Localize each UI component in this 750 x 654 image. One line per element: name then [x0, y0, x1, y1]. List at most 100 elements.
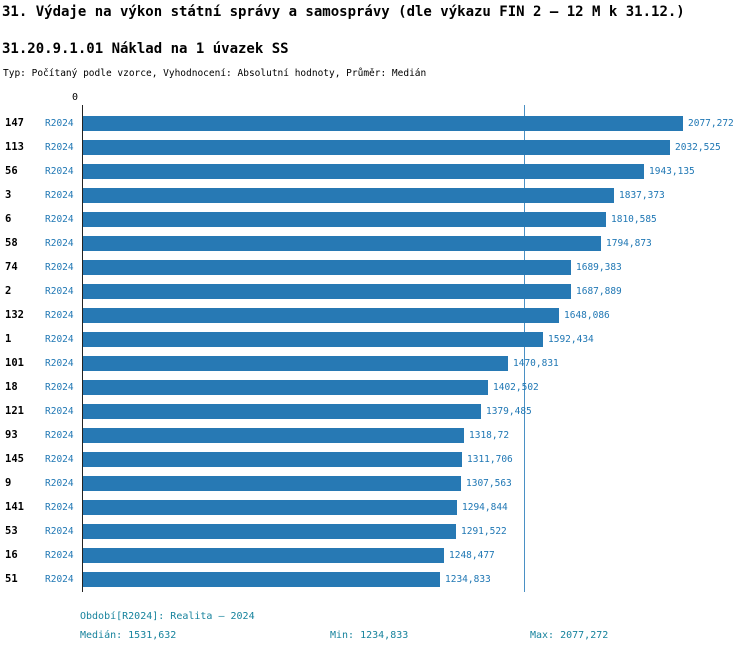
value-bar[interactable] — [83, 356, 508, 371]
bar-value-label: 1837,373 — [619, 190, 665, 201]
indicator-title: 31.20.9.1.01 Náklad na 1 úvazek SS — [2, 41, 289, 57]
value-bar[interactable] — [83, 188, 614, 203]
chart-row: 3 R2024 1837,373 — [0, 188, 750, 203]
row-number-label: 6 — [5, 213, 12, 225]
row-period-label: R2024 — [45, 118, 74, 129]
chart-row: 74 R2024 1689,383 — [0, 260, 750, 275]
bar-value-label: 1379,485 — [486, 406, 532, 417]
row-number-label: 74 — [5, 261, 18, 273]
row-period-label: R2024 — [45, 478, 74, 489]
value-bar[interactable] — [83, 572, 440, 587]
row-number-label: 93 — [5, 429, 18, 441]
row-number-label: 53 — [5, 525, 18, 537]
row-period-label: R2024 — [45, 406, 74, 417]
page-title: 31. Výdaje na výkon státní správy a samo… — [2, 4, 685, 20]
row-period-label: R2024 — [45, 574, 74, 585]
row-period-label: R2024 — [45, 166, 74, 177]
row-number-label: 9 — [5, 477, 12, 489]
value-bar[interactable] — [83, 332, 543, 347]
median-stat: Medián: 1531,632 — [80, 630, 177, 641]
row-number-label: 3 — [5, 189, 12, 201]
value-bar[interactable] — [83, 308, 559, 323]
bar-value-label: 1794,873 — [606, 238, 652, 249]
value-bar[interactable] — [83, 428, 464, 443]
chart-row: 101 R2024 1470,831 — [0, 356, 750, 371]
value-bar[interactable] — [83, 236, 601, 251]
y-axis-line — [82, 105, 83, 592]
type-line: Typ: Počítaný podle vzorce, Vyhodnocení:… — [3, 68, 427, 79]
bar-value-label: 1234,833 — [445, 574, 491, 585]
value-bar[interactable] — [83, 452, 462, 467]
bar-value-label: 2032,525 — [675, 142, 721, 153]
chart-row: 147 R2024 2077,272 — [0, 116, 750, 131]
chart-row: 113 R2024 2032,525 — [0, 140, 750, 155]
row-number-label: 113 — [5, 141, 24, 153]
value-bar[interactable] — [83, 212, 606, 227]
row-period-label: R2024 — [45, 526, 74, 537]
row-period-label: R2024 — [45, 334, 74, 345]
value-bar[interactable] — [83, 260, 571, 275]
bar-value-label: 1291,522 — [461, 526, 507, 537]
bar-value-label: 1592,434 — [548, 334, 594, 345]
row-period-label: R2024 — [45, 262, 74, 273]
row-period-label: R2024 — [45, 454, 74, 465]
bar-value-label: 1689,383 — [576, 262, 622, 273]
value-bar[interactable] — [83, 380, 488, 395]
row-period-label: R2024 — [45, 550, 74, 561]
bar-chart: 0 147 R2024 2077,272 113 R2024 2032,525 56 R202… — [0, 92, 750, 597]
row-number-label: 51 — [5, 573, 18, 585]
bar-value-label: 1687,889 — [576, 286, 622, 297]
chart-row: 53 R2024 1291,522 — [0, 524, 750, 539]
row-number-label: 121 — [5, 405, 24, 417]
bar-value-label: 1311,706 — [467, 454, 513, 465]
bar-value-label: 1810,585 — [611, 214, 657, 225]
bar-value-label: 1470,831 — [513, 358, 559, 369]
row-number-label: 56 — [5, 165, 18, 177]
chart-row: 56 R2024 1943,135 — [0, 164, 750, 179]
value-bar[interactable] — [83, 116, 683, 131]
bar-value-label: 1248,477 — [449, 550, 495, 561]
row-period-label: R2024 — [45, 190, 74, 201]
bar-value-label: 1294,844 — [462, 502, 508, 513]
chart-row: 121 R2024 1379,485 — [0, 404, 750, 419]
row-period-label: R2024 — [45, 358, 74, 369]
value-bar[interactable] — [83, 284, 571, 299]
chart-row: 9 R2024 1307,563 — [0, 476, 750, 491]
row-period-label: R2024 — [45, 310, 74, 321]
chart-row: 6 R2024 1810,585 — [0, 212, 750, 227]
chart-row: 58 R2024 1794,873 — [0, 236, 750, 251]
value-bar[interactable] — [83, 524, 456, 539]
axis-zero-label: 0 — [71, 92, 78, 103]
value-bar[interactable] — [83, 164, 644, 179]
row-number-label: 147 — [5, 117, 24, 129]
chart-row: 93 R2024 1318,72 — [0, 428, 750, 443]
row-period-label: R2024 — [45, 286, 74, 297]
value-bar[interactable] — [83, 500, 457, 515]
period-legend: Období[R2024]: Realita – 2024 — [80, 611, 255, 622]
value-bar[interactable] — [83, 548, 444, 563]
min-stat: Min: 1234,833 — [330, 630, 409, 641]
value-bar[interactable] — [83, 404, 481, 419]
row-number-label: 16 — [5, 549, 18, 561]
bar-value-label: 1318,72 — [469, 430, 510, 441]
chart-row: 16 R2024 1248,477 — [0, 548, 750, 563]
row-number-label: 145 — [5, 453, 24, 465]
chart-row: 145 R2024 1311,706 — [0, 452, 750, 467]
row-number-label: 132 — [5, 309, 24, 321]
bar-value-label: 1307,563 — [466, 478, 512, 489]
row-number-label: 1 — [5, 333, 12, 345]
bar-value-label: 1648,086 — [564, 310, 610, 321]
value-bar[interactable] — [83, 140, 670, 155]
row-number-label: 101 — [5, 357, 24, 369]
row-period-label: R2024 — [45, 382, 74, 393]
value-bar[interactable] — [83, 476, 461, 491]
row-number-label: 18 — [5, 381, 18, 393]
row-period-label: R2024 — [45, 430, 74, 441]
row-number-label: 2 — [5, 285, 12, 297]
chart-row: 1 R2024 1592,434 — [0, 332, 750, 347]
bar-value-label: 1402,502 — [493, 382, 539, 393]
row-period-label: R2024 — [45, 214, 74, 225]
chart-row: 141 R2024 1294,844 — [0, 500, 750, 515]
row-period-label: R2024 — [45, 502, 74, 513]
